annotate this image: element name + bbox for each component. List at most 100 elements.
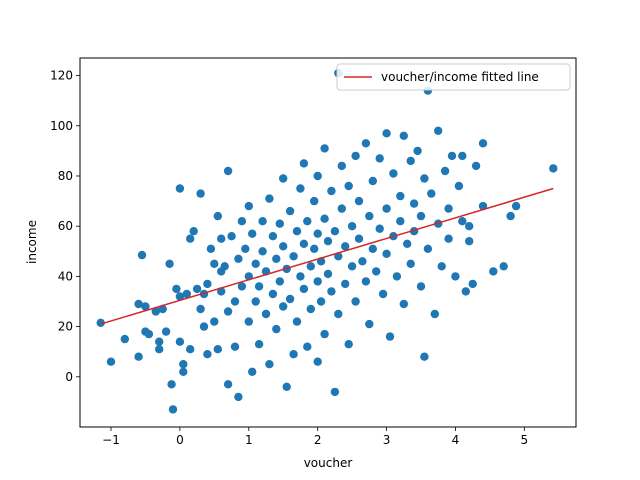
scatter-point-174 [461, 287, 470, 296]
scatter-point-147 [399, 131, 408, 140]
scatter-point-179 [478, 139, 488, 148]
scatter-point-17 [172, 284, 181, 294]
scatter-point-129 [361, 277, 371, 286]
scatter-point-131 [365, 319, 374, 329]
scatter-point-106 [323, 237, 333, 246]
scatter-point-80 [285, 206, 295, 216]
scatter-point-13 [161, 327, 171, 336]
scatter-point-158 [420, 352, 429, 361]
scatter-point-5 [137, 250, 147, 260]
scatter-point-97 [313, 171, 322, 181]
scatter-point-77 [279, 242, 288, 251]
scatter-point-103 [320, 144, 329, 153]
x-axis-ticks: −1 0 1 2 3 4 5 [102, 427, 528, 447]
scatter-point-107 [323, 269, 333, 279]
scatter-point-88 [299, 159, 309, 168]
scatter-point-24 [186, 234, 195, 243]
scatter-point-4 [134, 299, 143, 309]
scatter-point-19 [175, 292, 185, 301]
scatter-point-96 [310, 244, 319, 253]
scatter-point-42 [220, 262, 229, 271]
scatter-point-46 [227, 232, 236, 241]
scatter-point-8 [144, 329, 154, 339]
scatter-point-94 [306, 304, 315, 314]
scatter-point-47 [230, 342, 240, 351]
scatter-point-98 [313, 277, 322, 286]
scatter-point-157 [420, 174, 429, 183]
y-axis-label: income [25, 220, 39, 264]
legend: voucher/income fitted line [336, 63, 571, 91]
scatter-point-177 [468, 279, 477, 289]
scatter-point-3 [134, 352, 143, 361]
scatter-point-184 [511, 201, 521, 211]
scatter-point-146 [396, 217, 405, 226]
scatter-point-35 [210, 317, 219, 326]
y-tick-label: 120 [50, 69, 73, 83]
scatter-point-134 [372, 267, 381, 276]
scatter-point-44 [223, 166, 233, 176]
scatter-point-152 [409, 199, 419, 208]
scatter-point-99 [313, 229, 322, 238]
scatter-point-143 [389, 169, 398, 178]
scatter-point-168 [444, 234, 453, 243]
scatter-point-73 [275, 219, 284, 228]
scatter-point-29 [196, 304, 205, 314]
scatter-point-67 [265, 194, 274, 203]
scatter-point-117 [341, 242, 350, 251]
x-tick-label: −1 [102, 433, 120, 447]
scatter-point-154 [413, 146, 422, 156]
scatter-point-76 [279, 302, 288, 311]
scatter-point-115 [337, 204, 346, 213]
scatter-point-171 [454, 181, 464, 191]
scatter-point-20 [179, 367, 188, 376]
scatter-point-83 [289, 252, 298, 261]
scatter-point-74 [275, 277, 284, 286]
scatter-point-165 [437, 262, 446, 271]
scatter-point-104 [320, 214, 329, 223]
scatter-point-116 [337, 161, 346, 171]
scatter-point-110 [330, 387, 340, 397]
legend-box [336, 63, 571, 91]
scatter-point-65 [261, 309, 271, 319]
scatter-point-137 [378, 289, 388, 299]
scatter-point-51 [237, 217, 247, 226]
scatter-point-14 [165, 259, 174, 268]
scatter-point-151 [406, 259, 415, 268]
scatter-point-61 [254, 340, 264, 349]
scatter-point-11 [155, 345, 164, 354]
scatter-point-89 [299, 239, 309, 248]
scatter-point-127 [358, 257, 367, 266]
scatter-point-178 [471, 161, 481, 171]
scatter-point-109 [327, 287, 336, 296]
scatter-point-72 [272, 324, 281, 334]
scatter-point-64 [258, 247, 267, 256]
y-tick-label: 20 [58, 320, 73, 334]
x-tick-label: 5 [521, 433, 529, 447]
scatter-point-145 [396, 191, 405, 201]
scatter-point-9 [151, 307, 160, 316]
scatter-point-90 [299, 284, 309, 294]
scatter-point-50 [234, 254, 243, 263]
scatter-point-138 [382, 129, 391, 138]
scatter-point-132 [368, 244, 377, 253]
scatter-point-21 [179, 360, 188, 369]
scatter-point-119 [344, 181, 353, 191]
scatter-point-185 [549, 164, 558, 173]
scatter-point-108 [327, 186, 336, 196]
scatter-point-135 [375, 154, 384, 163]
scatter-point-70 [268, 232, 278, 241]
x-tick-label: 2 [314, 433, 322, 447]
scatter-point-59 [251, 259, 260, 268]
scatter-point-81 [285, 294, 295, 304]
y-tick-label: 60 [58, 219, 73, 233]
x-tick-label: 3 [383, 433, 391, 447]
scatter-point-167 [444, 204, 453, 213]
scatter-point-28 [196, 189, 205, 198]
x-tick-label: 1 [245, 433, 253, 447]
scatter-point-126 [354, 196, 364, 206]
scatter-point-75 [279, 174, 288, 183]
scatter-point-160 [423, 244, 433, 253]
scatter-point-133 [368, 176, 377, 186]
scatter-point-102 [316, 297, 326, 306]
scatter-point-25 [186, 345, 195, 354]
